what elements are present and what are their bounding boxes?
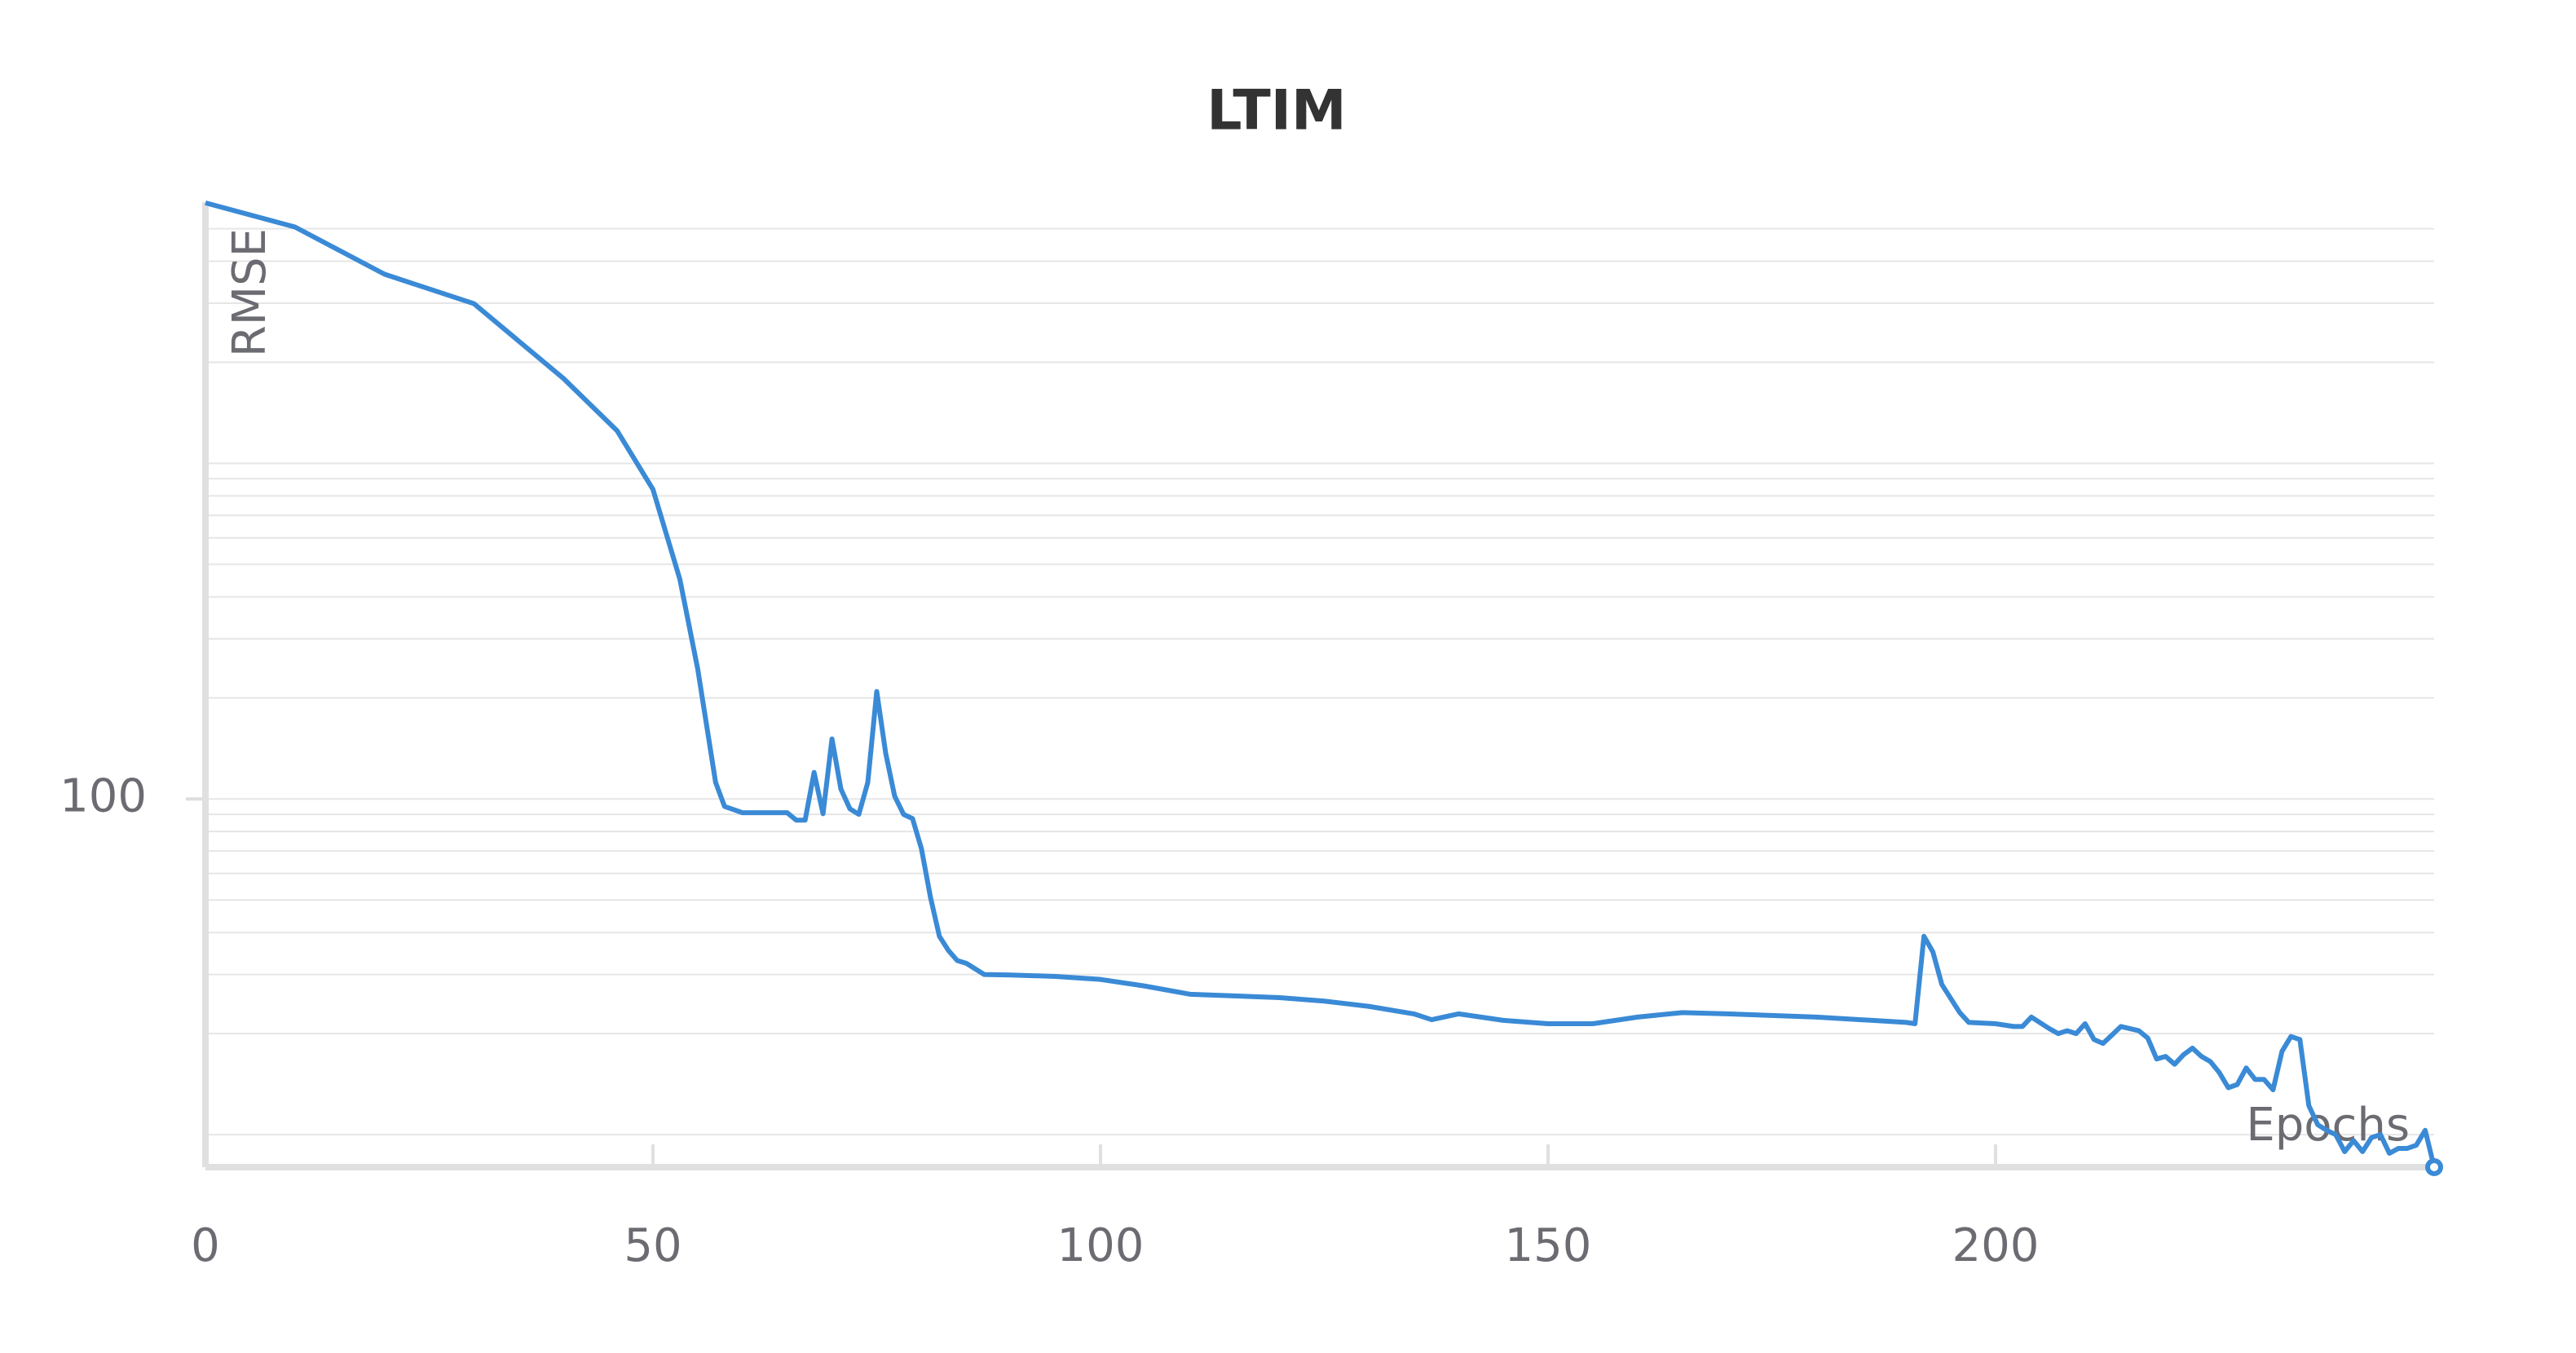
x-tick-label: 150 [1505, 1219, 1592, 1272]
x-tick-label: 50 [624, 1219, 681, 1272]
end-point [2425, 1158, 2443, 1176]
x-tick-label: 200 [1952, 1219, 2040, 1272]
data-line [205, 200, 2437, 1168]
y-tick-label: 100 [60, 769, 147, 822]
y-axis-label: RMSE [223, 228, 276, 357]
chart-title: LTIM [1206, 79, 1346, 143]
x-tick-label: 0 [191, 1219, 220, 1272]
x-tick-label: 100 [1057, 1219, 1145, 1272]
